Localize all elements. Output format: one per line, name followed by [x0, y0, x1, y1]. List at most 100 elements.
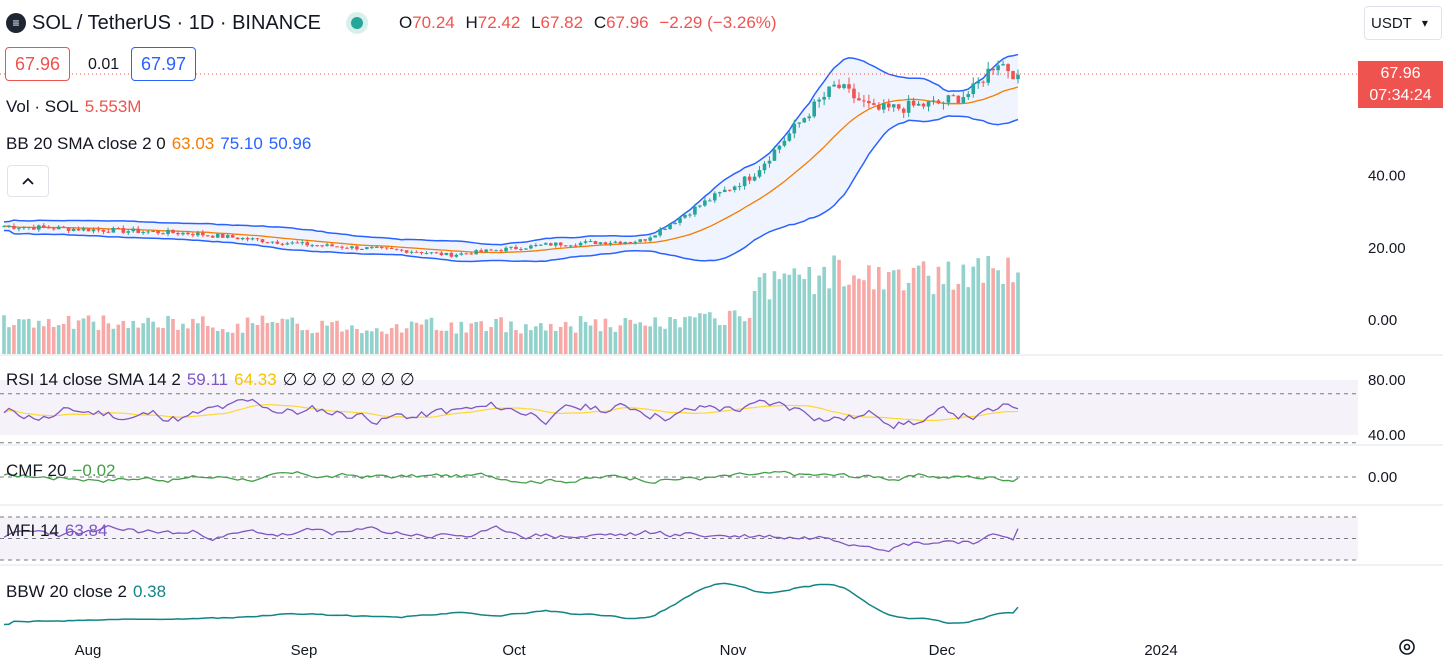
candle-body	[678, 217, 682, 223]
candle-body	[837, 84, 841, 88]
candle-body	[295, 242, 300, 244]
candle-body	[126, 231, 131, 233]
candle-body	[886, 103, 891, 108]
candle-body	[22, 227, 26, 229]
volume-bar	[111, 328, 116, 354]
volume-bar	[693, 317, 697, 354]
candle-body	[588, 241, 593, 243]
volume-bar	[275, 322, 280, 354]
volume-bar	[151, 321, 155, 354]
candle-body	[360, 248, 364, 250]
volume-bar	[384, 333, 389, 354]
candle-body	[698, 205, 702, 207]
candle-body	[752, 176, 757, 181]
candle-body	[514, 246, 518, 250]
volume-bar	[504, 332, 508, 354]
candle-body	[613, 241, 618, 243]
volume-bar	[96, 329, 101, 354]
volume-bar	[613, 331, 618, 354]
candle-body	[355, 246, 359, 250]
volume-bar	[489, 326, 493, 354]
candle-body	[384, 247, 389, 249]
symbol-title[interactable]: SOL / TetherUS · 1D · BINANCE	[32, 11, 321, 34]
cmf-legend[interactable]: CMF 20 −0.02	[6, 461, 116, 480]
volume-bar	[91, 321, 96, 354]
candle-body	[41, 225, 46, 228]
sol-logo-icon: ≡	[6, 13, 26, 33]
volume-bar	[191, 318, 195, 354]
candle-body	[891, 104, 896, 108]
volume-bar	[285, 319, 290, 354]
settings-gear-icon[interactable]	[1396, 636, 1418, 658]
candle-body	[742, 176, 747, 187]
volume-bar	[906, 282, 911, 354]
candle-body	[51, 228, 56, 230]
volume-bar	[255, 324, 260, 354]
bbw-legend[interactable]: BBW 20 close 2 0.38	[6, 582, 167, 601]
volume-bar	[663, 328, 667, 354]
high-value: 72.42	[477, 13, 521, 32]
candle-body	[653, 235, 657, 238]
volume-bar	[220, 329, 225, 354]
volume-bar	[762, 273, 767, 354]
volume-bar	[340, 331, 344, 354]
volume-bar	[464, 332, 469, 354]
volume-bar	[678, 327, 682, 354]
candle-body	[71, 228, 76, 231]
rsi-axis-label: 80.00	[1368, 372, 1406, 389]
volume-bar	[106, 323, 111, 354]
volume-bar	[931, 294, 936, 354]
volume-bar	[409, 321, 414, 354]
candle-body	[872, 103, 876, 105]
candle-body	[981, 81, 986, 83]
buy-price-button[interactable]: 67.97	[131, 47, 197, 81]
volume-bar	[921, 261, 926, 354]
candle-body	[668, 224, 672, 229]
candle-body	[509, 246, 513, 248]
volume-legend[interactable]: Vol · SOL 5.553M	[6, 97, 142, 116]
candle-body	[315, 245, 319, 247]
candle-body	[330, 244, 334, 247]
volume-bar	[852, 275, 856, 354]
volume-bar	[986, 256, 990, 354]
rsi-legend[interactable]: RSI 14 close SMA 14 2 59.11 64.33 ∅ ∅ ∅ ∅ ∅…	[6, 370, 415, 389]
collapse-legend-button[interactable]	[7, 165, 49, 197]
candle-body	[374, 246, 379, 248]
cmf-line	[3, 470, 1019, 485]
mfi-legend[interactable]: MFI 14 63.84	[6, 521, 108, 540]
candle-body	[1011, 71, 1015, 80]
sell-price-button[interactable]: 67.96	[5, 47, 71, 81]
candle-body	[767, 160, 772, 164]
volume-bar	[817, 275, 821, 354]
volume-bar	[186, 328, 190, 354]
volume-bar	[404, 328, 409, 354]
volume-bar	[320, 320, 324, 354]
candle-body	[722, 189, 727, 193]
volume-bar	[509, 321, 513, 354]
bb-legend[interactable]: BB 20 SMA close 2 0 63.03 75.10 50.96	[6, 134, 312, 153]
volume-bar	[807, 267, 812, 354]
volume-bar	[205, 326, 210, 354]
volume-bar	[136, 327, 141, 354]
volume-bar	[1001, 283, 1005, 354]
candle-body	[737, 186, 742, 188]
currency-select[interactable]: USDT ▾	[1364, 6, 1442, 40]
volume-bar	[896, 269, 901, 354]
volume-bar	[295, 323, 300, 354]
candle-body	[628, 241, 633, 243]
volume-bar	[752, 290, 757, 354]
volume-bar	[772, 271, 777, 354]
volume-bar	[971, 266, 976, 354]
volume-bar	[325, 325, 329, 354]
volume-bar	[926, 275, 931, 354]
candle-body	[394, 248, 399, 250]
candle-body	[593, 241, 598, 245]
candle-body	[896, 104, 901, 109]
volume-bar	[270, 321, 275, 354]
candle-body	[534, 245, 538, 247]
bb-fill	[4, 54, 1018, 262]
volume-bar	[171, 318, 175, 354]
volume-bar	[653, 317, 657, 354]
candle-body	[96, 229, 101, 231]
